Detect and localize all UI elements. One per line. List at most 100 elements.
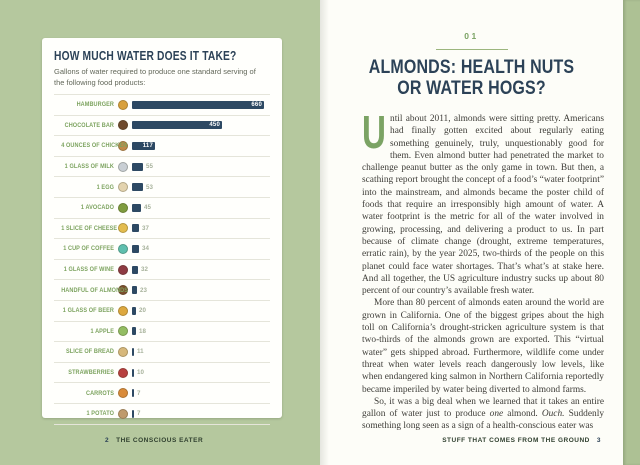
chart-row: 1 AVOCADO 45	[54, 198, 270, 219]
chocolate-bar-icon	[114, 120, 132, 131]
section-title: STUFF THAT COMES FROM THE GROUND	[442, 437, 590, 444]
food-label: 1 SLICE OF CHEESE	[61, 224, 118, 232]
water-value: 450	[209, 122, 220, 129]
bar-area: 7	[132, 409, 270, 418]
chart-row: 1 GLASS OF WINE 32	[54, 260, 270, 281]
chapter-title: ALMONDS: HEALTH NUTS OR WATER HOGS?	[347, 57, 595, 98]
strawberries-icon	[114, 367, 132, 378]
water-value: 18	[139, 327, 146, 335]
book-title: THE CONSCIOUS EATER	[116, 437, 204, 444]
chart-row: 1 GLASS OF BEER 20	[54, 301, 270, 322]
beer-glass-icon	[114, 305, 132, 316]
chicken-icon	[114, 140, 132, 151]
right-page-number: 3	[596, 437, 601, 444]
water-value: 11	[137, 348, 144, 356]
food-label: 1 AVOCADO	[80, 204, 114, 212]
water-value: 53	[146, 183, 153, 191]
coffee-cup-icon	[114, 243, 132, 254]
water-value: 45	[144, 204, 151, 212]
chart-row: CARROTS 7	[54, 383, 270, 404]
water-usage-chart: HOW MUCH WATER DOES IT TAKE? Gallons of …	[42, 38, 282, 425]
bread-icon	[114, 346, 132, 357]
apple-icon	[114, 326, 132, 337]
left-page-footer: 2 THE CONSCIOUS EATER	[105, 437, 203, 444]
food-label: STRAWBERRIES	[68, 369, 114, 377]
bar-area: 55	[132, 162, 270, 171]
bar-area: 23	[132, 286, 270, 295]
water-bar	[132, 409, 134, 418]
chapter-title-line1: ALMONDS: HEALTH NUTS	[368, 56, 575, 78]
water-bar	[132, 347, 134, 356]
chart-title: HOW MUCH WATER DOES IT TAKE?	[54, 49, 237, 63]
bar-area: 7	[132, 389, 270, 398]
chart-row: HANDFUL OF ALMONDS 23	[54, 280, 270, 301]
water-bar	[132, 244, 139, 253]
page-gutter-shadow	[320, 0, 329, 465]
water-value: 37	[142, 224, 149, 232]
water-value: 23	[140, 286, 147, 294]
water-value: 660	[251, 101, 262, 108]
food-label: HANDFUL OF ALMONDS	[61, 286, 129, 294]
bar-area: 32	[132, 265, 270, 274]
book-edge	[623, 0, 640, 465]
body-paragraph: So, it was a big deal when we learned th…	[362, 396, 604, 432]
bar-area: 660	[132, 100, 270, 109]
hamburger-icon	[114, 99, 132, 110]
bar-area: 18	[132, 327, 270, 336]
bar-area: 450	[132, 121, 270, 130]
right-page-footer: STUFF THAT COMES FROM THE GROUND 3	[442, 437, 601, 444]
water-value: 7	[137, 410, 141, 418]
food-label: 1 GLASS OF WINE	[63, 266, 114, 274]
food-label: 1 POTATO	[86, 410, 114, 418]
left-page: HOW MUCH WATER DOES IT TAKE? Gallons of …	[42, 38, 282, 444]
chart-subtitle: Gallons of water required to produce one…	[54, 67, 256, 87]
water-bar: 117	[132, 141, 155, 150]
chart-row: 1 CUP OF COFFEE 34	[54, 239, 270, 260]
carrots-icon	[114, 388, 132, 399]
food-label: 1 CUP OF COFFEE	[63, 245, 114, 253]
right-page: 01 ALMONDS: HEALTH NUTS OR WATER HOGS? U…	[320, 0, 623, 465]
water-value: 117	[142, 142, 153, 149]
bar-area: 53	[132, 183, 270, 192]
chapter-title-line2: OR WATER HOGS?	[397, 76, 546, 99]
chart-rows: HAMBURGER 660 CHOCOLATE BAR 450 4 OUNCES OF …	[54, 94, 270, 425]
water-bar: 450	[132, 121, 222, 130]
bar-area: 10	[132, 368, 270, 377]
food-label: 1 GLASS OF BEER	[62, 307, 114, 315]
water-value: 7	[137, 389, 141, 397]
water-value: 34	[142, 245, 149, 253]
water-bar	[132, 224, 139, 233]
egg-icon	[114, 182, 132, 193]
water-value: 10	[137, 369, 144, 377]
food-label: SLICE OF BREAD	[65, 348, 114, 356]
water-bar	[132, 183, 143, 192]
water-bar	[132, 203, 141, 212]
cheese-icon	[114, 223, 132, 234]
water-bar	[132, 286, 137, 295]
food-label: 1 EGG	[96, 183, 114, 191]
water-bar	[132, 389, 134, 398]
water-value: 55	[146, 163, 153, 171]
food-label: 1 APPLE	[90, 327, 114, 335]
bar-area: 37	[132, 224, 270, 233]
bar-area: 11	[132, 347, 270, 356]
water-bar	[132, 368, 134, 377]
bar-area: 117	[132, 141, 270, 150]
drop-cap: U	[362, 113, 386, 158]
food-label: HAMBURGER	[76, 101, 114, 109]
almonds-icon	[114, 285, 132, 296]
chart-row: 1 GLASS OF MILK 55	[54, 157, 270, 178]
chart-row: 1 POTATO 7	[54, 404, 270, 425]
water-bar	[132, 327, 136, 336]
food-label: CARROTS	[85, 389, 114, 397]
potato-icon	[114, 408, 132, 419]
water-value: 32	[141, 266, 148, 274]
water-bar	[132, 265, 138, 274]
left-page-number: 2	[105, 437, 110, 444]
body-paragraph: More than 80 percent of almonds eaten ar…	[362, 298, 604, 395]
wine-glass-icon	[114, 264, 132, 275]
chart-row: 1 APPLE 18	[54, 322, 270, 343]
food-label: 1 GLASS OF MILK	[64, 163, 114, 171]
water-bar	[132, 306, 136, 315]
